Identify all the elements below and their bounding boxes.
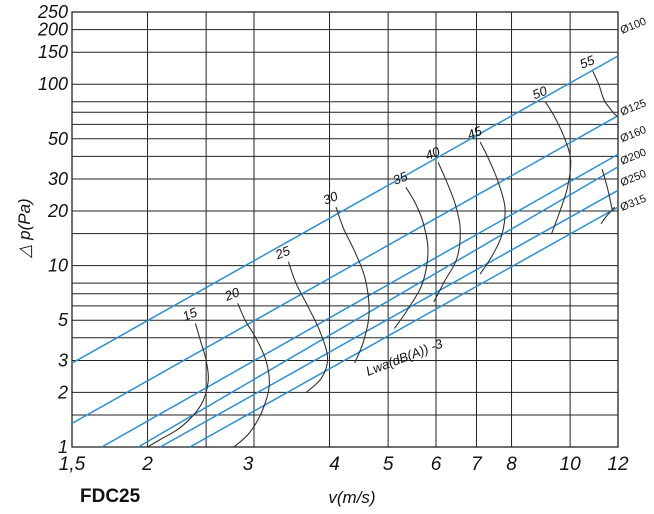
duct-lines	[71, 55, 619, 448]
noise-curve-label: 40	[423, 143, 443, 163]
noise-curve-label: 20	[222, 284, 243, 304]
duct-line	[137, 166, 619, 448]
duct-line	[101, 153, 619, 448]
x-tick-label: 2	[141, 454, 153, 475]
noise-curve	[147, 323, 209, 448]
y-tick-label: 200	[37, 20, 68, 40]
duct-label: Ø315	[619, 193, 648, 214]
y-tick-label: 30	[48, 169, 68, 189]
noise-labels: 15 20 25 30 35 40 45 50 55	[180, 52, 597, 324]
duct-line	[71, 115, 619, 425]
y-axis-label: △ p(Pa)	[15, 198, 34, 258]
x-tick-label: 8	[506, 454, 517, 475]
x-tick-label: 7	[471, 454, 483, 475]
x-tick-label: 10	[560, 454, 582, 475]
grid	[71, 11, 619, 448]
noise-curve	[335, 206, 370, 364]
noise-curve-label: 50	[530, 83, 550, 103]
y-tick-label: 3	[58, 350, 68, 370]
noise-curve-label: 35	[391, 168, 411, 188]
x-tick-label: 6	[431, 454, 442, 475]
noise-curve	[433, 162, 461, 303]
plot-frame	[71, 11, 619, 448]
x-tick-label: 5	[383, 454, 394, 475]
x-axis-label: v(m/s)	[328, 488, 375, 507]
noise-curve-label: 55	[578, 52, 598, 72]
noise-curve	[601, 169, 614, 212]
duct-label: Ø250	[619, 168, 648, 189]
duct-label: Ø160	[619, 124, 648, 145]
x-tick-label: 3	[243, 454, 254, 475]
y-tick-label: 150	[38, 42, 68, 62]
x-tick-label: 12	[607, 454, 629, 475]
y-tick-label: 100	[38, 74, 68, 94]
noise-curve	[287, 261, 329, 393]
y-tick-label: 50	[48, 129, 68, 149]
duct-line	[189, 206, 619, 448]
x-tick-labels: 1,5 2 3 4 5 6 7 8 10 12	[59, 454, 629, 475]
noise-curve	[479, 141, 506, 275]
y-tick-label: 5	[58, 310, 69, 330]
duct-label: Ø200	[619, 146, 648, 167]
duct-line	[159, 189, 619, 448]
y-tick-label: 20	[47, 201, 68, 221]
y-tick-label: 1	[58, 437, 68, 457]
duct-line	[71, 55, 619, 364]
y-tick-label: 10	[48, 256, 68, 276]
noise-curve-label: 30	[321, 188, 341, 208]
x-tick-label: 1,5	[59, 454, 86, 475]
noise-curve	[592, 70, 619, 118]
noise-curve	[393, 187, 429, 329]
duct-label: Ø125	[619, 97, 648, 118]
noise-curve	[233, 303, 270, 448]
duct-label: Ø100	[619, 16, 648, 37]
noise-curve-label: 15	[180, 304, 200, 324]
noise-curve-label: 45	[465, 123, 485, 143]
y-tick-label: 2	[57, 382, 68, 402]
noise-curve	[544, 101, 572, 234]
noise-curves	[147, 70, 619, 448]
y-tick-label: 250	[37, 2, 68, 22]
x-tick-label: 4	[329, 454, 340, 475]
model-label: FDC25	[80, 486, 141, 507]
noise-curve	[600, 206, 616, 225]
noise-curve-label: 25	[272, 243, 293, 263]
